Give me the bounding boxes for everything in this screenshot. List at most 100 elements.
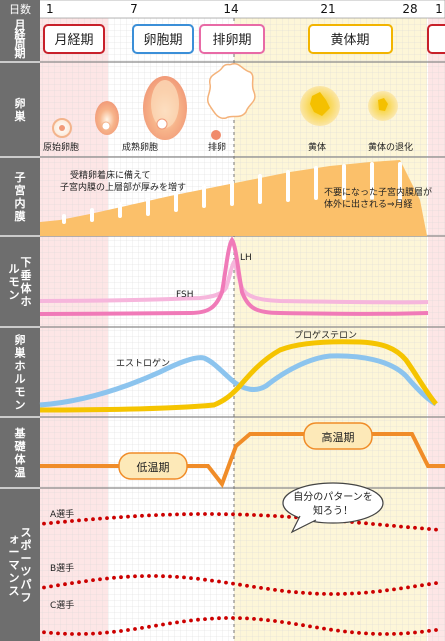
sports-curve-dot <box>336 592 340 596</box>
sports-curve-dot <box>280 588 284 593</box>
sports-curve-dot <box>399 586 403 591</box>
progesterone-label: プロゲステロン <box>294 329 357 341</box>
row-label-char: ル <box>15 372 26 385</box>
sports-curve-dot <box>364 631 368 636</box>
sports-curve-dot <box>329 627 333 632</box>
sports-curve-dot <box>308 591 312 596</box>
sports-curve-dot <box>273 588 277 592</box>
sports-curve-dot <box>49 631 53 635</box>
sports-curve-dot <box>231 512 235 517</box>
row-label-char: 巣 <box>14 109 27 123</box>
sports-curve-dot <box>294 590 298 595</box>
regressing-corpus-luteum-icon <box>368 91 398 121</box>
sports-curve-dot <box>126 514 130 519</box>
sports-curve-dot <box>189 618 193 623</box>
row-label-char: フ <box>21 591 32 604</box>
day-header-bar <box>0 0 445 19</box>
bubble-text-1: 自分のパターンを <box>293 490 373 503</box>
row-label-char: ツ <box>21 565 32 578</box>
sports-curve-dot <box>364 590 368 595</box>
sports-curve-dot <box>399 631 403 636</box>
sports-curve-dot <box>70 519 74 523</box>
sports-curve-dot <box>105 516 109 520</box>
bubble-text-2: 知ろう！ <box>313 504 353 517</box>
sports-curve-dot <box>203 617 207 621</box>
sports-curve-dot <box>238 512 242 517</box>
endometrium-row: 受精卵着床に備えて 子宮内膜の上層部が厚みを増す 不要になった子宮内膜層が 体外… <box>40 160 432 236</box>
pituitary-row: LH FSH <box>39 236 429 316</box>
sports-curve-dot <box>77 580 81 584</box>
fsh-curve <box>39 259 429 305</box>
sports-curve-dot <box>266 618 270 623</box>
sports-curve-dot <box>161 622 165 627</box>
day-tick-label: 28 <box>402 2 417 16</box>
sports-curve-dot <box>427 629 431 633</box>
sports-curve-dot <box>147 624 151 629</box>
row-label-char: 周 <box>15 38 26 51</box>
sports-curve-dot <box>133 514 137 519</box>
sports-curve-dot <box>217 512 221 516</box>
row-label-char: ォ <box>9 532 20 545</box>
sports-curve-dot <box>434 527 438 532</box>
sports-curve-dot <box>357 520 361 525</box>
sports-curve-dot <box>105 576 109 581</box>
sports-curve-dot <box>105 630 109 635</box>
sports-curve-dot <box>133 627 137 631</box>
sports-curve-dot <box>196 576 200 581</box>
ovary-label-primordial: 原始卵胞 <box>43 141 79 153</box>
ruptured-follicle-icon <box>207 62 256 120</box>
sports-curve-dot <box>49 521 53 525</box>
sports-curve-dot <box>427 527 431 531</box>
sports-curve-dot <box>385 632 389 636</box>
sports-curve-dot <box>217 616 221 621</box>
sports-curve-dot <box>287 515 291 519</box>
day-tick-label: 21 <box>320 2 335 16</box>
sports-curve-dot <box>175 575 179 579</box>
sports-curve-dot <box>343 591 347 596</box>
sports-curve-dot <box>196 512 200 516</box>
sports-curve-dot <box>273 619 277 623</box>
sports-curve-dot <box>133 574 137 579</box>
row-label-char: ス <box>21 526 32 539</box>
sports-curve-dot <box>294 622 298 626</box>
fsh-label: FSH <box>176 290 194 300</box>
sports-curve-dot <box>350 630 354 635</box>
sports-curve-dot <box>266 587 270 591</box>
sports-curve-dot <box>238 582 242 587</box>
phase-label-follicular: 卵胞期 <box>143 33 182 48</box>
sports-curve-dot <box>63 631 67 636</box>
sports-curve-dot <box>98 577 102 582</box>
athlete-a-label: A選手 <box>50 508 74 520</box>
sports-curve-dot <box>413 584 417 589</box>
sports-curve-dot <box>161 574 165 579</box>
sidebar-separators <box>0 61 40 489</box>
ovum-released-icon <box>211 130 221 140</box>
sports-curve-dot <box>175 620 179 625</box>
row-label-char: ス <box>9 584 20 597</box>
sports-curve-dot <box>140 626 144 630</box>
sports-curve-dot <box>119 515 123 519</box>
sports-curve-dot <box>406 525 410 530</box>
bbt-row: 低温期 高温期 <box>40 422 445 489</box>
phase-box-follicular <box>132 24 194 54</box>
sports-curve-dot <box>406 585 410 590</box>
lh-curve <box>39 236 429 316</box>
row-label-char: 体 <box>21 281 33 295</box>
day-tick-label: 14 <box>223 2 238 16</box>
sports-curve-dot <box>42 585 46 590</box>
sports-curve-dot <box>189 512 193 516</box>
sports-curve-dot <box>112 629 116 634</box>
phase-box-menstrual <box>43 24 105 54</box>
sports-curve-dot <box>126 628 130 632</box>
row-label-char: 温 <box>15 465 26 479</box>
sports-curve-dot <box>434 628 438 632</box>
endometrium-text-left-2: 子宮内膜の上層部が厚みを増す <box>60 181 186 193</box>
sports-curve-dot <box>182 512 186 517</box>
row-label-char: 垂 <box>21 268 32 282</box>
sports-curve-dot <box>147 574 151 578</box>
bbt-low-badge <box>118 452 188 480</box>
sports-curve-dot <box>63 582 67 587</box>
sports-curve-dot <box>161 512 165 517</box>
phase-box-luteal <box>308 24 393 54</box>
